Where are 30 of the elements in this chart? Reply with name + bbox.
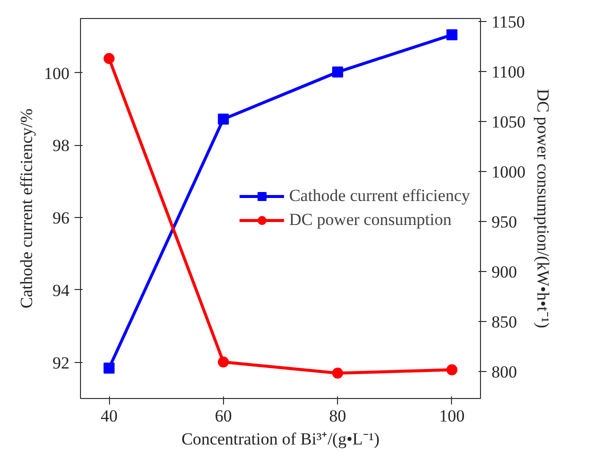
x-tick-label: 100 xyxy=(439,406,465,426)
y2-tick-label: 1150 xyxy=(492,12,525,32)
x-axis-title: Concentration of Bi³⁺/(g•L⁻¹) xyxy=(181,430,380,448)
point xyxy=(104,362,115,374)
y-tick-label: 98 xyxy=(52,136,70,156)
y2-tick-label: 950 xyxy=(492,212,517,232)
legend-label: DC power consumption xyxy=(289,210,452,230)
y2-tick-label: 1000 xyxy=(492,162,526,182)
y-tick-label: 100 xyxy=(44,64,70,83)
point xyxy=(332,368,344,379)
y2-tick-label: 800 xyxy=(492,362,517,382)
x-tick-label: 80 xyxy=(329,406,346,426)
y2-axis-title: DC power consumption/(kW•h•t⁻¹) xyxy=(534,88,552,328)
y-tick-label: 96 xyxy=(52,208,70,228)
x-tick-label: 60 xyxy=(214,406,232,426)
point xyxy=(446,364,458,376)
y-axis-title: Cathode current efficiency/% xyxy=(17,108,36,308)
y2-tick-label: 850 xyxy=(492,312,517,332)
point xyxy=(332,66,344,78)
point xyxy=(446,29,458,40)
y2-tick-label: 1100 xyxy=(492,62,525,82)
y2-tick-label: 900 xyxy=(492,262,517,282)
point xyxy=(218,356,229,368)
point xyxy=(218,114,229,125)
legend-label: Cathode current efficiency xyxy=(289,186,470,206)
y-tick-label: 92 xyxy=(52,353,70,372)
y2-tick-label: 1050 xyxy=(492,112,526,132)
x-tick-label: 40 xyxy=(100,406,118,426)
point xyxy=(104,53,115,64)
y-tick-label: 94 xyxy=(52,280,70,300)
